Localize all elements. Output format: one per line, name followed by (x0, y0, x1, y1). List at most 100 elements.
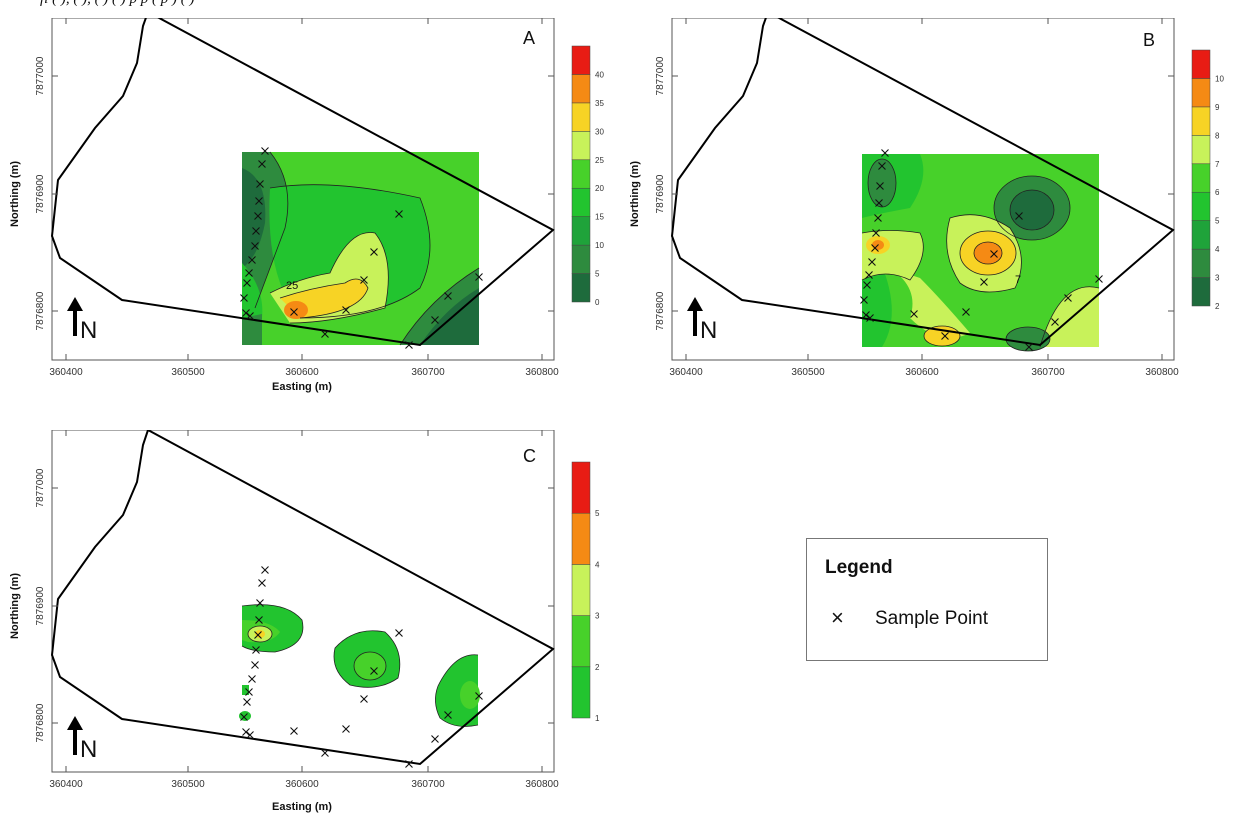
color-scale-swatch (571, 102, 591, 132)
color-scale-label: 0 (595, 298, 600, 307)
color-scale-label: 15 (595, 213, 604, 222)
color-scale-label: 3 (595, 612, 600, 621)
sample-point-marker (243, 698, 251, 706)
sample-point-marker (245, 269, 253, 277)
sample-point-marker (258, 579, 266, 587)
sample-point-marker (866, 314, 874, 322)
color-scale-label: 3 (1215, 274, 1220, 283)
color-scale-label: 10 (595, 241, 604, 250)
sample-point-marker (255, 616, 263, 624)
y-tick-label: 7877000 (655, 56, 666, 95)
sample-point-marker (475, 692, 483, 700)
color-scale-label: 25 (595, 156, 604, 165)
sample-point-marker (868, 258, 876, 266)
sample-point-marker (475, 273, 483, 281)
color-scale-label: 10 (1215, 74, 1224, 83)
color-scale-label: 1 (595, 714, 600, 723)
color-scale-swatch (1191, 78, 1211, 108)
sample-point-marker (256, 599, 264, 607)
color-scale-label: 2 (1215, 302, 1220, 311)
color-scale-label: 4 (595, 560, 600, 569)
y-tick-label: 7877000 (35, 468, 46, 507)
color-scale-label: 30 (595, 127, 604, 136)
sample-point-marker (862, 311, 870, 319)
x-tick-label: 360700 (1031, 367, 1065, 378)
sample-point-marker (240, 294, 248, 302)
sample-points (240, 566, 483, 768)
sample-point-marker (242, 728, 250, 736)
sample-point-marker (258, 160, 266, 168)
sample-point-marker (252, 227, 260, 235)
color-scale-swatch (1191, 163, 1211, 193)
axis-ticks: 360400 360500 360600 360700 360800 7876800 787… (35, 430, 559, 790)
sample-point-marker (881, 149, 889, 157)
x-tick-label: 360800 (525, 367, 559, 378)
northing-axis-label: Northing (m) (9, 573, 21, 639)
sample-point-marker (395, 210, 403, 218)
color-scale-label: 4 (1215, 245, 1220, 254)
sample-point-marker (321, 330, 329, 338)
sample-point-marker (962, 308, 970, 316)
sample-point-marker (246, 731, 254, 739)
interpolated-surface (862, 154, 1099, 351)
color-scale-swatch (571, 74, 591, 104)
sample-point-marker (360, 695, 368, 703)
color-scale-swatch (571, 216, 591, 246)
sample-point-marker (990, 250, 998, 258)
y-tick-label: 7876900 (35, 586, 46, 625)
sample-point-marker (876, 182, 884, 190)
x-tick-label: 360400 (49, 779, 83, 790)
axis-ticks: 360400 360500 360600 360700 360800 7876800 787… (655, 18, 1179, 378)
sample-point-marker (871, 244, 879, 252)
site-boundary (50, 18, 555, 347)
color-scale-bar: 1 2 3 4 5 (571, 461, 600, 723)
interpolated-surface (242, 152, 479, 345)
sample-point-marker (1015, 212, 1023, 220)
sample-point-marker (431, 316, 439, 324)
color-scale-swatch (571, 461, 591, 514)
site-boundary (670, 18, 1175, 347)
color-scale-label: 5 (595, 509, 600, 518)
sample-point-marker (1025, 343, 1033, 351)
panel-label-a: A (523, 28, 535, 48)
color-scale-swatch (1191, 191, 1211, 221)
sample-point-marker (370, 667, 378, 675)
sample-point-marker (245, 688, 253, 696)
color-scale-swatch (1191, 277, 1211, 307)
north-label: N (80, 736, 97, 763)
north-arrow: N (67, 297, 97, 344)
sample-point-marker (254, 212, 262, 220)
x-tick-label: 360700 (411, 367, 445, 378)
color-scale-swatch (571, 615, 591, 668)
legend-title: Legend (825, 557, 893, 578)
map-panel-a: 25 A 360400 360500 360600 360700 360800 78768… (9, 18, 604, 393)
x-tick-label: 360600 (905, 367, 939, 378)
sample-point-marker (878, 162, 886, 170)
y-tick-label: 7876800 (35, 291, 46, 330)
color-scale-swatch (571, 131, 591, 161)
sample-point-marker (251, 661, 259, 669)
sample-point-marker (431, 735, 439, 743)
site-boundary (50, 430, 555, 766)
sample-point-marker (248, 256, 256, 264)
sample-point-marker (256, 180, 264, 188)
color-scale-label: 6 (1215, 188, 1220, 197)
northing-axis-label: Northing (m) (629, 161, 641, 227)
sample-point-marker (865, 271, 873, 279)
color-scale-swatch (1191, 135, 1211, 165)
color-scale-swatch (571, 244, 591, 274)
map-panel-b: 7 B 360400 360500 360600 360700 360800 787680… (629, 18, 1224, 378)
sample-points (860, 149, 1103, 351)
sample-point-marker (252, 646, 260, 654)
sample-point-marker (242, 309, 250, 317)
map-panel-c: C 360400 360500 360600 360700 360800 7876800 7… (9, 430, 600, 813)
y-tick-label: 7876800 (655, 291, 666, 330)
color-scale-bar: 2 3 4 5 6 7 8 9 10 (1191, 49, 1224, 311)
north-label: N (80, 317, 97, 344)
sample-point-marker (342, 725, 350, 733)
sample-point-marker (980, 278, 988, 286)
color-scale-swatch (571, 45, 591, 75)
y-tick-label: 7876900 (35, 174, 46, 213)
sample-point-marker (910, 310, 918, 318)
sample-point-marker (248, 675, 256, 683)
